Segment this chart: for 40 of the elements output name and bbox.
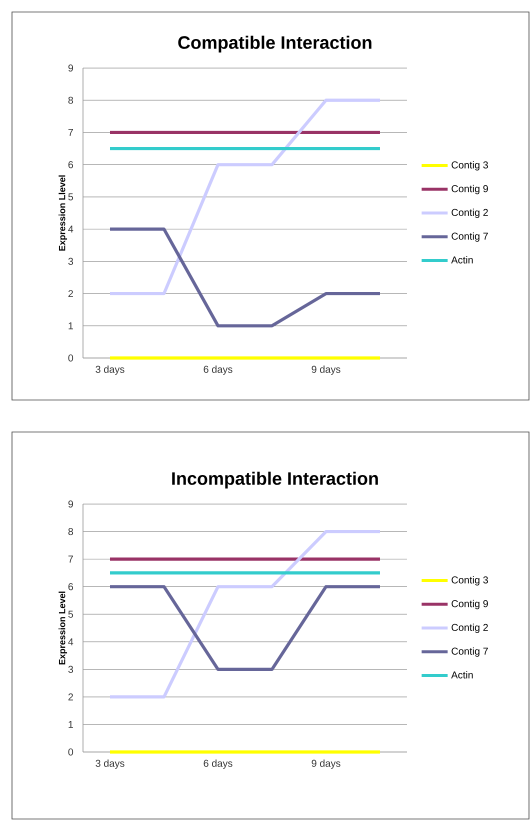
legend-label: Contig 9 xyxy=(452,184,488,194)
x-tick-label: 6 days xyxy=(204,760,232,769)
legend-label: Contig 7 xyxy=(452,647,488,657)
x-tick-label: 9 days xyxy=(312,366,340,375)
x-tick-label: 6 days xyxy=(204,366,232,375)
y-tick-label: 6 xyxy=(68,161,74,168)
y-tick-label: 1 xyxy=(68,721,73,728)
y-tick-label: 3 xyxy=(68,666,74,673)
legend-label: Contig 2 xyxy=(452,208,488,218)
x-tick-label: 3 days xyxy=(96,366,124,375)
y-tick-label: 2 xyxy=(68,290,73,298)
chart-title: Incompatible Interaction xyxy=(172,472,378,488)
y-tick-label: 8 xyxy=(68,96,74,104)
legend-label: Contig 7 xyxy=(452,232,488,242)
y-tick-label: 4 xyxy=(68,226,74,233)
y-tick-label: 8 xyxy=(68,528,74,536)
y-tick-label: 7 xyxy=(68,556,73,563)
y-tick-label: 6 xyxy=(68,583,74,590)
x-tick-label: 3 days xyxy=(96,760,124,769)
legend-label: Actin xyxy=(451,671,473,678)
legend-label: Contig 2 xyxy=(452,624,488,633)
y-axis-title: Expression Level xyxy=(58,592,68,664)
y-tick-label: 2 xyxy=(68,693,73,700)
legend-label: Actin xyxy=(451,256,473,264)
y-tick-label: 9 xyxy=(68,64,73,72)
y-tick-label: 5 xyxy=(68,610,74,618)
y-tick-label: 0 xyxy=(68,354,74,362)
legend-label: Contig 9 xyxy=(452,600,488,610)
y-tick-label: 4 xyxy=(68,638,74,646)
y-tick-label: 9 xyxy=(68,500,73,508)
y-tick-label: 5 xyxy=(68,193,74,200)
y-tick-label: 7 xyxy=(68,129,73,136)
x-tick-label: 9 days xyxy=(312,760,340,769)
y-tick-label: 3 xyxy=(68,258,74,265)
chart-title: Compatible Interaction xyxy=(178,36,372,52)
legend-label: Contig 3 xyxy=(452,576,488,586)
y-axis-title: Expression Llevel xyxy=(58,175,68,251)
legend-label: Contig 3 xyxy=(452,161,488,170)
y-tick-label: 1 xyxy=(68,322,73,330)
y-tick-label: 0 xyxy=(68,748,74,756)
